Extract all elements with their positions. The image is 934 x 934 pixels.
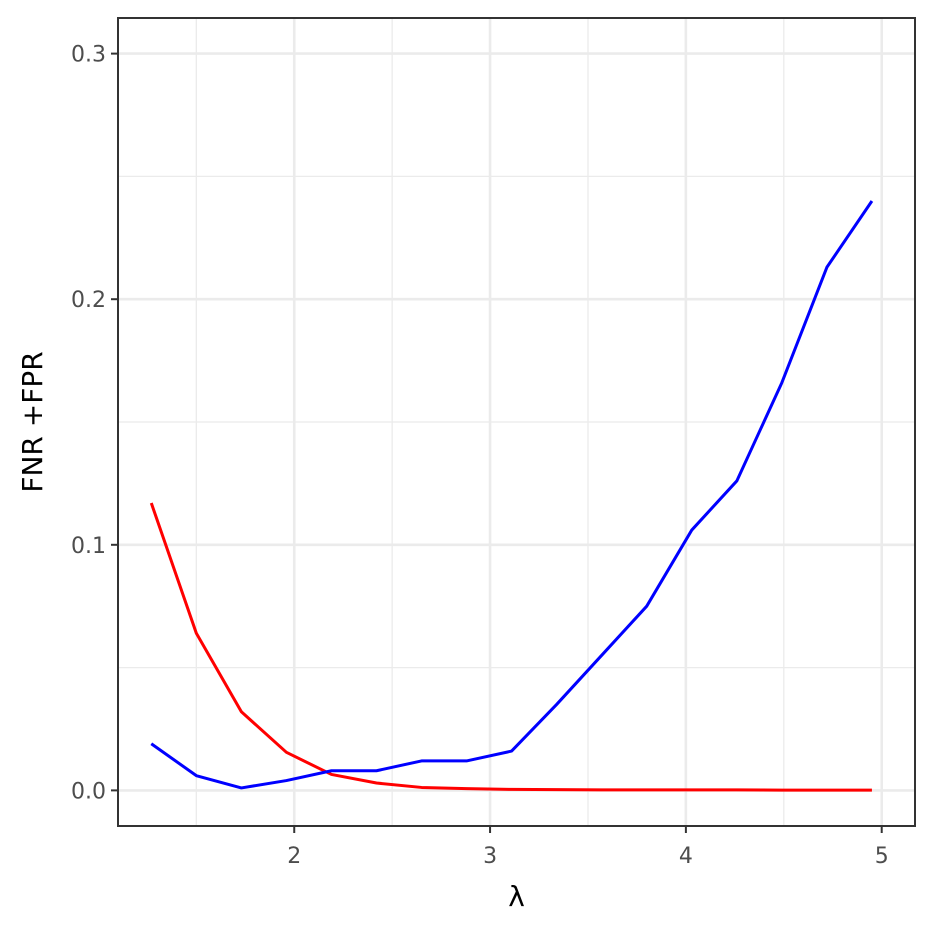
series-line-1 [149,502,872,792]
x-tick-label: 5 [875,844,889,869]
minor-gridlines [118,18,915,826]
y-tick-label: 0.3 [71,43,106,68]
major-gridlines [118,18,915,826]
x-axis-title: λ [508,880,525,913]
y-axis-title: FNR +FPR [16,351,49,492]
x-axis: 2 3 4 5 [287,826,889,869]
y-tick-label: 0.0 [71,779,106,804]
y-tick-label: 0.2 [71,288,106,313]
x-tick-label: 4 [679,844,693,869]
series-line-2 [150,200,874,790]
x-tick-label: 3 [483,844,497,869]
y-axis: 0.0 0.1 0.2 0.3 [71,43,118,804]
series-lines [149,200,874,792]
plot-frame [117,17,916,827]
x-tick-label: 2 [287,844,301,869]
y-tick-label: 0.1 [71,534,106,559]
